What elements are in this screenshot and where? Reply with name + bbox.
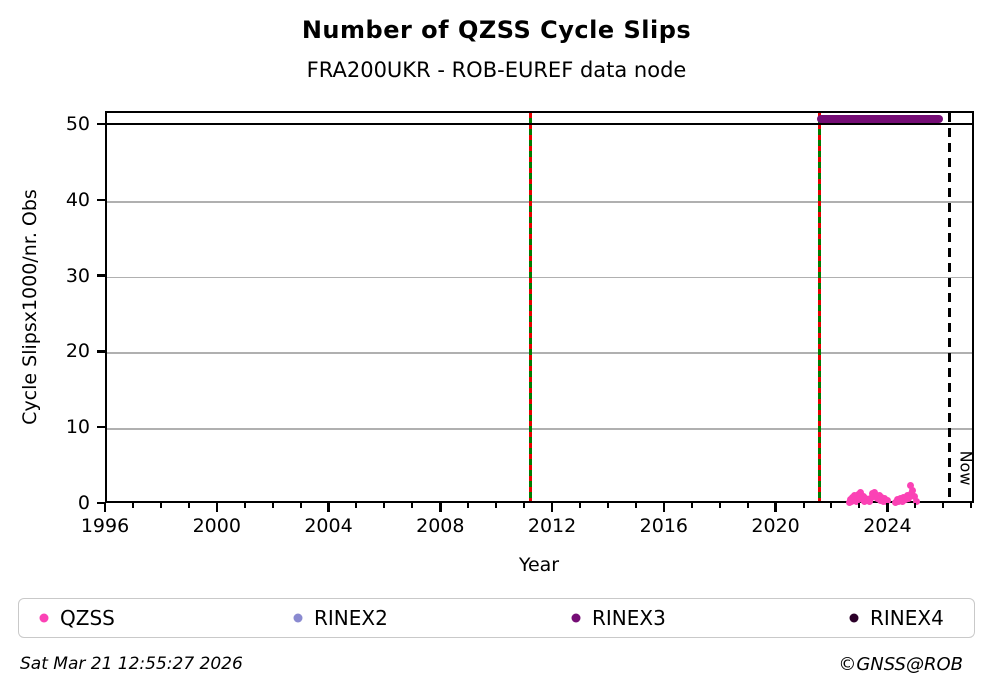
legend-label-rinex2: RINEX2 [314, 606, 388, 630]
legend-marker-qzss [39, 613, 49, 623]
data-point-qzss [853, 497, 861, 505]
legend-marker-rinex4 [849, 613, 859, 623]
gridline [107, 200, 972, 203]
data-point-qzss [906, 481, 914, 489]
x-minor-tick [271, 503, 274, 508]
x-tick-label: 2020 [751, 515, 800, 537]
y-tick [97, 350, 105, 353]
data-point-qzss [909, 487, 917, 495]
y-tick [97, 274, 105, 277]
data-point-qzss [865, 498, 873, 506]
x-major-tick [774, 503, 777, 512]
plot-area [105, 111, 974, 507]
x-minor-tick [830, 503, 833, 508]
x-tick-label: 2012 [527, 515, 577, 537]
x-tick-label: 2004 [304, 515, 353, 537]
legend-label-qzss: QZSS [60, 606, 115, 630]
timestamp: Sat Mar 21 12:55:27 2026 [20, 654, 243, 674]
event-line-dashes-1 [529, 113, 532, 501]
x-minor-tick [495, 503, 498, 508]
rinex3-band [817, 115, 944, 124]
y-tick-label: 0 [77, 492, 90, 514]
x-major-tick [327, 503, 330, 512]
x-minor-tick [606, 503, 609, 508]
x-tick-label: 2008 [416, 515, 465, 537]
data-point-qzss [905, 494, 913, 502]
legend-item-rinex2: RINEX2 [19, 599, 974, 637]
x-minor-tick [411, 503, 414, 508]
x-minor-tick [131, 503, 134, 508]
x-tick-label: 2000 [192, 515, 241, 537]
gridline [107, 352, 972, 355]
x-tick-label: 1996 [80, 515, 130, 537]
x-minor-tick [746, 503, 749, 508]
y-tick-label: 20 [65, 340, 90, 363]
legend-marker-rinex2 [293, 613, 303, 623]
x-major-tick [439, 503, 442, 512]
y-tick-label: 40 [65, 188, 90, 211]
x-major-tick [662, 503, 666, 512]
data-point-qzss [911, 493, 919, 501]
y-tick [97, 425, 105, 429]
legend-item-rinex3: RINEX3 [19, 599, 974, 637]
legend-marker-rinex3 [571, 613, 581, 623]
chart-title: Number of QZSS Cycle Slips [301, 16, 692, 44]
x-tick-label: 2024 [863, 515, 912, 537]
x-minor-tick [690, 503, 693, 508]
x-minor-tick [187, 503, 190, 508]
x-minor-tick [802, 503, 805, 508]
gridline [107, 276, 972, 279]
x-major-tick [215, 503, 219, 512]
x-major-tick [550, 503, 554, 512]
x-minor-tick [579, 503, 582, 508]
legend-label-rinex4: RINEX4 [870, 606, 944, 630]
x-minor-tick [718, 503, 721, 508]
chart-subtitle: FRA200UKR - ROB-EUREF data node [306, 58, 687, 82]
data-point-qzss [912, 497, 920, 505]
y-tick-label: 30 [65, 264, 90, 287]
y-tick [97, 122, 105, 126]
x-minor-tick [383, 503, 386, 508]
y-tick [97, 198, 105, 201]
legend: QZSS RINEX2 RINEX3 RINEX4 [18, 598, 975, 638]
legend-item-qzss: QZSS [19, 599, 974, 637]
x-minor-tick [523, 503, 526, 508]
data-point-qzss [883, 496, 891, 504]
x-minor-tick [299, 503, 302, 508]
now-line [948, 113, 951, 501]
x-tick-label: 2016 [639, 515, 688, 537]
x-minor-tick [970, 503, 973, 508]
y-tick-label: 50 [65, 112, 90, 135]
x-minor-tick [467, 503, 470, 508]
x-axis-label: Year [518, 554, 560, 576]
x-minor-tick [355, 503, 358, 508]
x-minor-tick [243, 503, 246, 508]
x-minor-tick [159, 503, 162, 508]
event-line-dashes-2 [818, 113, 821, 501]
legend-item-rinex4: RINEX4 [19, 599, 974, 637]
x-minor-tick [634, 503, 637, 508]
y-tick [97, 501, 105, 505]
y-tick-label: 10 [65, 416, 90, 439]
x-major-tick [103, 503, 107, 512]
legend-label-rinex3: RINEX3 [592, 606, 666, 630]
now-label: Now [956, 450, 976, 486]
gridline [107, 428, 972, 431]
copyright: ©GNSS@ROB [838, 654, 963, 675]
x-minor-tick [942, 503, 945, 508]
y-axis-label: Cycle Slipsx1000/nr. Obs [19, 189, 41, 425]
